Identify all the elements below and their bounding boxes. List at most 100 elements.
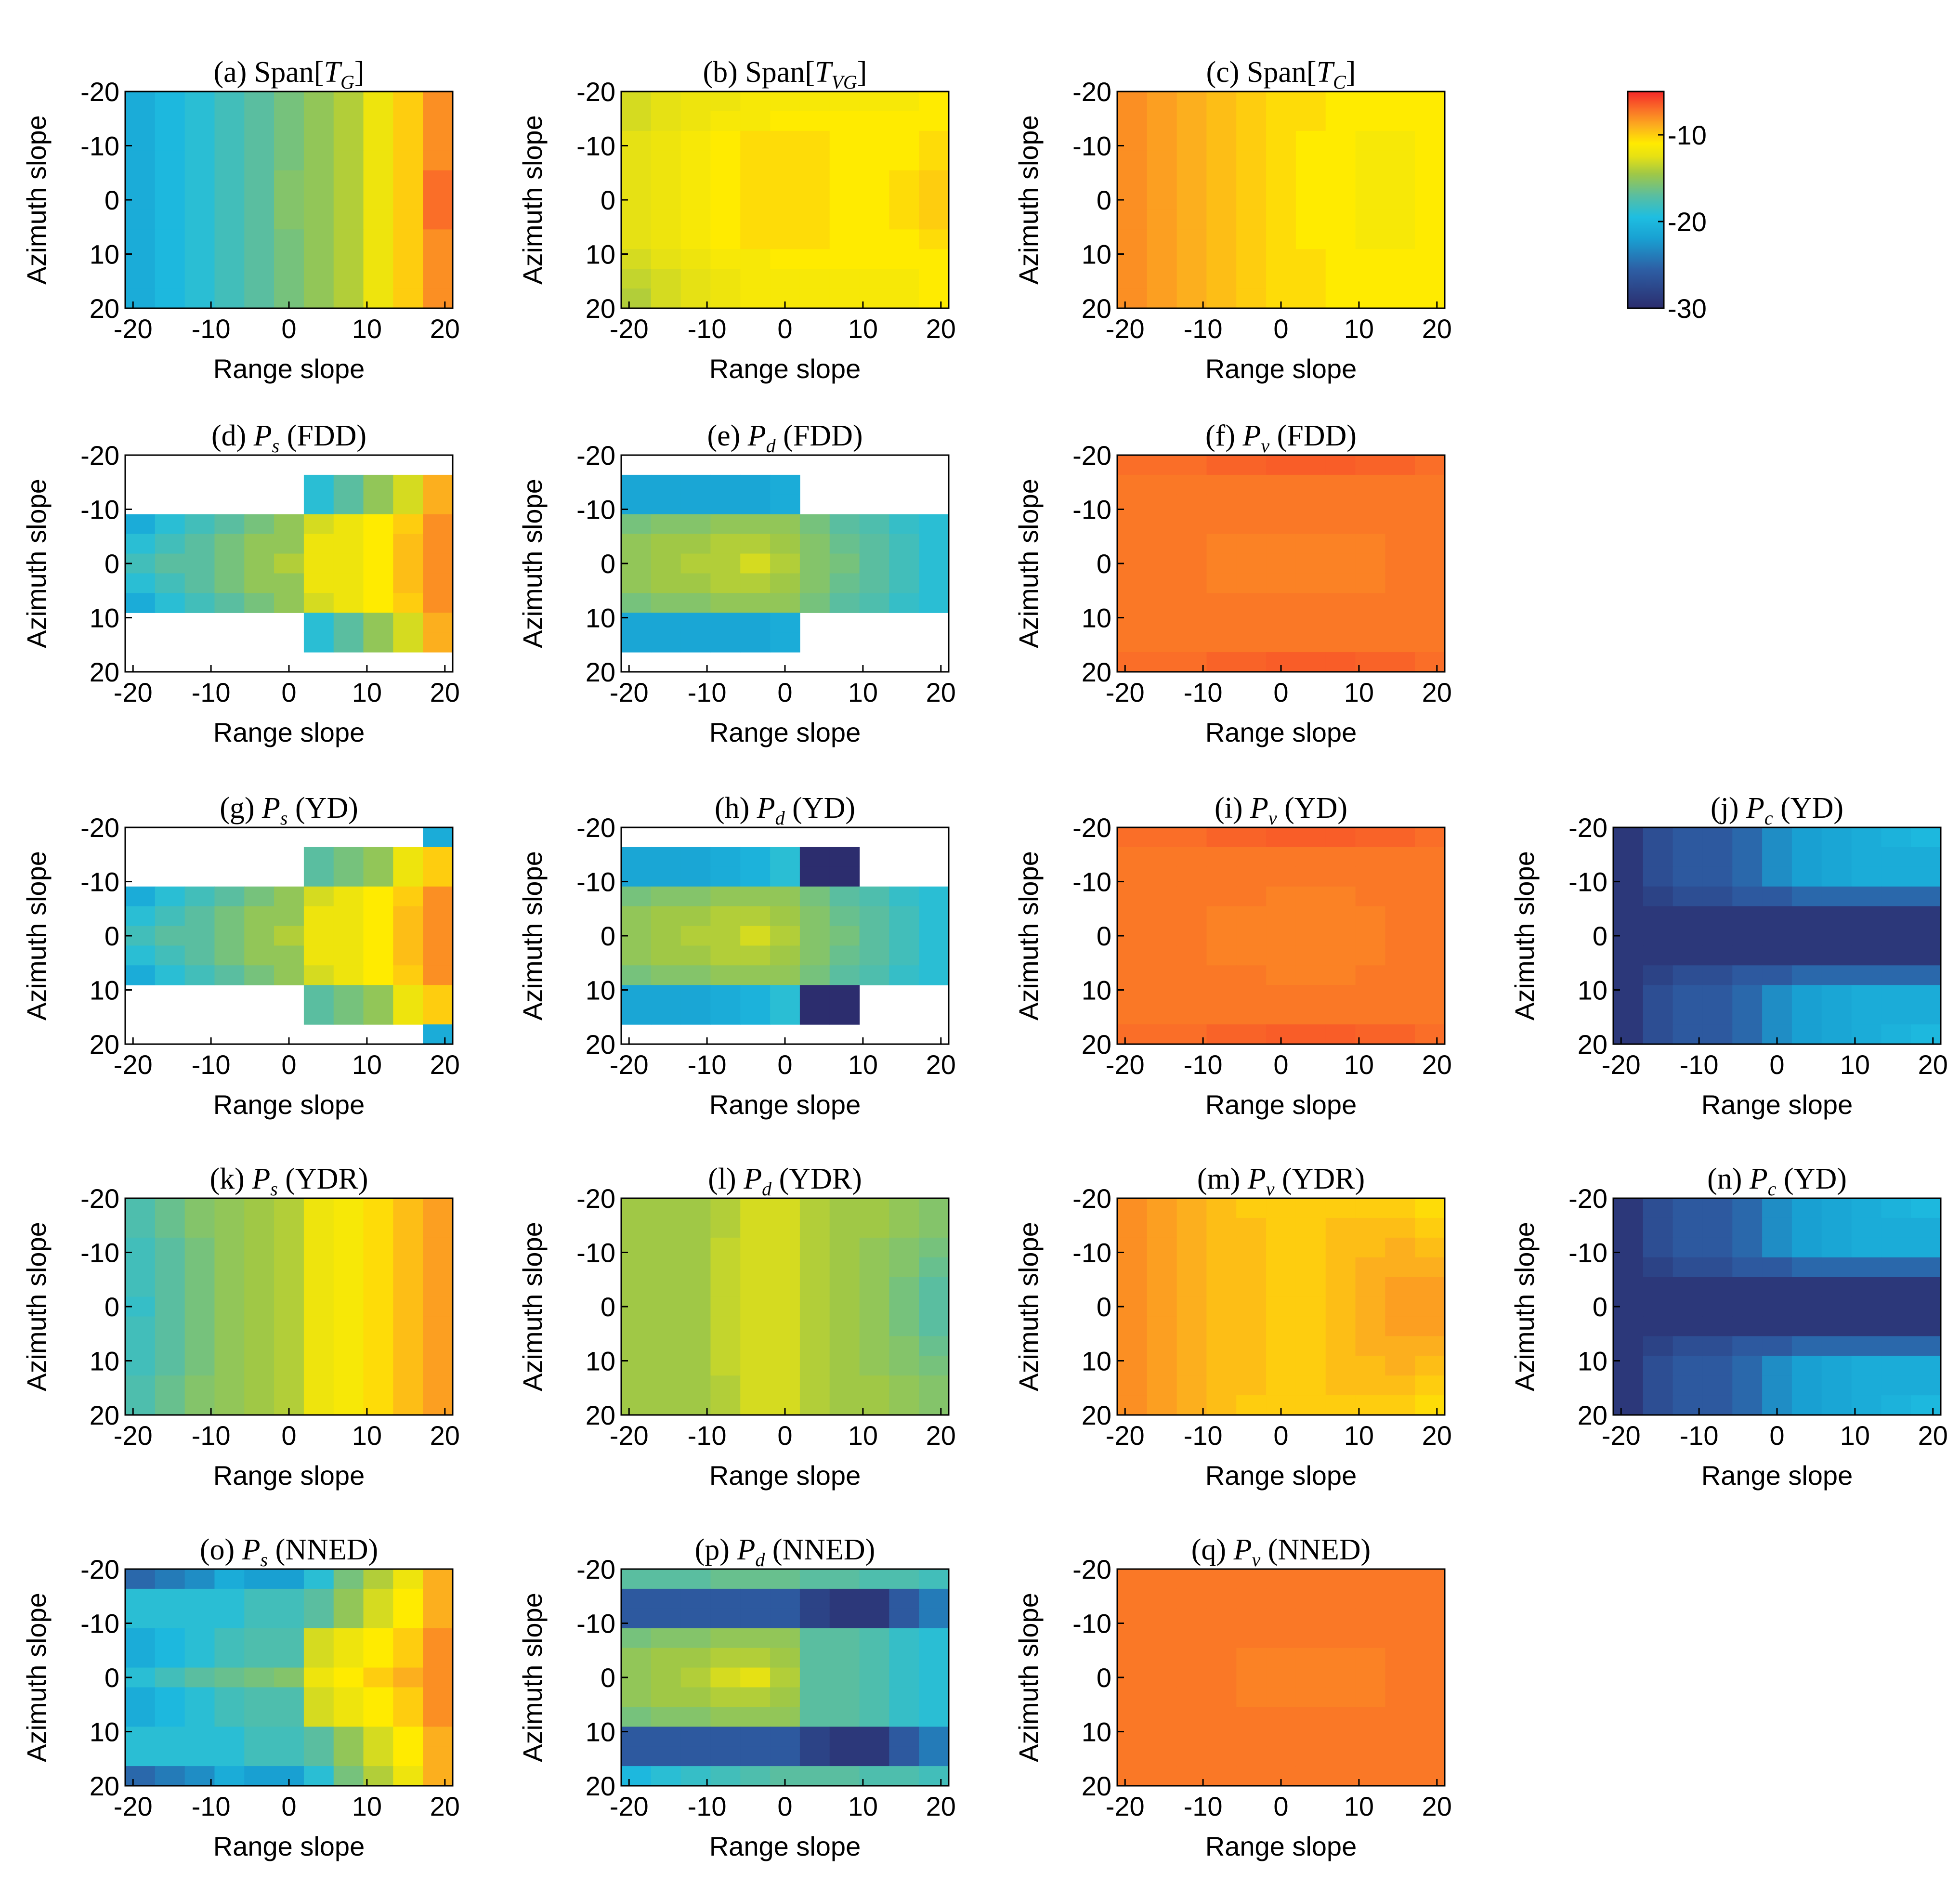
heatmap-cell [125, 150, 156, 171]
heatmap-cell [1881, 985, 1911, 1005]
heatmap-cell [214, 111, 245, 131]
x-tick-label: 10 [352, 1420, 382, 1451]
heatmap-cell [1673, 847, 1703, 867]
heatmap-cell [244, 573, 274, 593]
heatmap-cell [829, 150, 860, 171]
y-tick-label: 0 [1097, 921, 1111, 951]
y-tick-label: -20 [1072, 1183, 1111, 1214]
heatmap-cell [155, 1569, 185, 1589]
heatmap-cell [155, 965, 185, 985]
y-tick-label: 0 [601, 921, 615, 951]
heatmap-cell [1206, 866, 1237, 887]
heatmap-cell [1732, 866, 1763, 887]
heatmap-cell [1643, 1277, 1673, 1297]
heatmap-cell [1821, 1395, 1852, 1415]
heatmap-cell [621, 613, 652, 633]
x-tick-label: 0 [1273, 1420, 1288, 1451]
heatmap-cell [423, 1667, 453, 1688]
heatmap-cell [680, 573, 711, 593]
heatmap-cell [423, 1746, 453, 1767]
heatmap-cell [1643, 1375, 1673, 1396]
y-tick-label: -20 [576, 77, 615, 107]
heatmap-cell [363, 1588, 393, 1609]
heatmap-cell [740, 1336, 771, 1356]
heatmap-cell [799, 553, 830, 574]
heatmap-cell [740, 1257, 771, 1278]
heatmap-cell [333, 1316, 364, 1336]
heatmap-cell [303, 111, 334, 131]
heatmap-cell [1266, 1746, 1296, 1767]
heatmap-cell [125, 1648, 156, 1668]
heatmap-cell [889, 1356, 919, 1376]
heatmap-cell [244, 1727, 274, 1747]
heatmap-cell [244, 1277, 274, 1297]
x-tick-label: -10 [1184, 677, 1223, 707]
heatmap-cell [1266, 1316, 1296, 1336]
heatmap-cell [1176, 1608, 1207, 1629]
heatmap-cell [770, 269, 800, 289]
heatmap-cell [1295, 1005, 1326, 1025]
heatmap-cell [1176, 1569, 1207, 1589]
heatmap-cell [1355, 1608, 1385, 1629]
heatmap-cell [680, 1237, 711, 1258]
y-tick-label: 0 [1097, 185, 1111, 215]
heatmap-cell [363, 1198, 393, 1218]
y-tick-label: 10 [1082, 603, 1111, 633]
heatmap-cell [1147, 1198, 1177, 1218]
heatmap-cell [155, 1628, 185, 1649]
heatmap-cell [710, 886, 741, 907]
heatmap-cell [214, 209, 245, 230]
heatmap-cell [155, 906, 185, 927]
heatmap-cell [423, 1608, 453, 1629]
heatmap-cell [1702, 1395, 1733, 1415]
y-tick-label: -10 [576, 131, 615, 161]
heatmap-cell [184, 131, 215, 151]
heatmap-cell [363, 965, 393, 985]
heatmap-cell [1355, 553, 1385, 574]
heatmap-cell [1415, 593, 1445, 613]
heatmap-cell [799, 985, 830, 1005]
x-tick-label: 10 [352, 1049, 382, 1080]
heatmap-cell [423, 1628, 453, 1649]
x-axis-label: Range slope [213, 353, 365, 384]
heatmap-cell [1176, 553, 1207, 574]
heatmap-cell [363, 1237, 393, 1258]
x-tick-label: 10 [848, 1049, 878, 1080]
y-tick-label: 10 [586, 603, 615, 633]
heatmap-cell [1355, 1687, 1385, 1707]
heatmap-cell [1176, 926, 1207, 946]
heatmap-cell [393, 1375, 423, 1396]
heatmap-cell [621, 945, 652, 966]
heatmap-cell [829, 866, 860, 887]
heatmap-cell [1206, 249, 1237, 269]
heatmap-cell [1355, 190, 1385, 210]
x-tick-label: 10 [1344, 677, 1374, 707]
heatmap-cell [1325, 985, 1356, 1005]
heatmap-cell [1236, 886, 1267, 907]
heatmap-cell [1236, 209, 1267, 230]
heatmap-cell [393, 593, 423, 613]
heatmap-cell [651, 1608, 681, 1629]
heatmap-cell [333, 593, 364, 613]
heatmap-cell [829, 553, 860, 574]
heatmap-cell [1325, 926, 1356, 946]
panel-title: (h) Pd (YD) [715, 792, 855, 829]
y-tick-label: -10 [576, 1238, 615, 1268]
heatmap-cell [1415, 534, 1445, 554]
heatmap-cell [1176, 866, 1207, 887]
heatmap-cell [363, 632, 393, 653]
heatmap-cell [1385, 593, 1415, 613]
heatmap-cell [155, 945, 185, 966]
heatmap-cell [1762, 906, 1792, 927]
panel-title: (n) Pc (YD) [1707, 1163, 1847, 1200]
heatmap-cell [244, 1316, 274, 1336]
heatmap-cell [651, 288, 681, 309]
heatmap-cell [1415, 190, 1445, 210]
heatmap-cell [1266, 1336, 1296, 1356]
heatmap-cell [651, 111, 681, 131]
heatmap-cell [423, 1296, 453, 1317]
heatmap-cell [1147, 1356, 1177, 1376]
x-tick-label: -10 [192, 1420, 231, 1451]
heatmap-cell [423, 1198, 453, 1218]
heatmap-cell [1117, 209, 1148, 230]
